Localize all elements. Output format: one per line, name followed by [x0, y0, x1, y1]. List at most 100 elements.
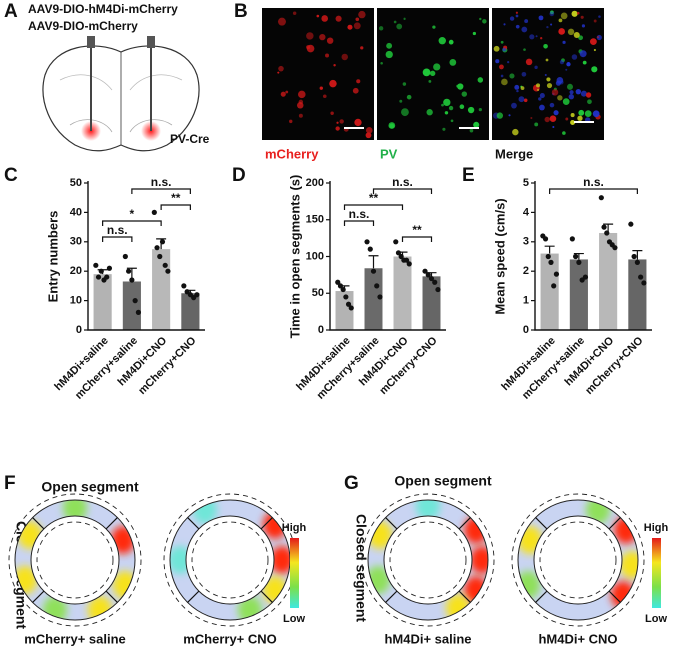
cell: [499, 64, 504, 70]
virus-label: AAV9-DIO-hM4Di-mCherry: [28, 2, 178, 16]
cell: [566, 62, 571, 67]
cell: [565, 68, 568, 71]
cell: [546, 77, 551, 82]
y-tick-label: 200: [306, 177, 324, 189]
cell: [277, 71, 280, 74]
data-point: [126, 268, 132, 274]
cell: [550, 23, 553, 26]
cell: [557, 95, 563, 101]
significance-bracket: [549, 188, 638, 194]
cell: [352, 87, 359, 94]
data-point: [340, 286, 346, 293]
cell: [534, 122, 539, 127]
cell: [335, 126, 340, 131]
significance-label: n.s.: [583, 175, 604, 189]
cell: [441, 103, 444, 107]
cell: [473, 121, 480, 128]
cell: [562, 98, 570, 105]
cell: [502, 47, 507, 52]
cell: [562, 131, 566, 135]
cell: [559, 80, 564, 85]
data-point: [157, 253, 163, 260]
cell: [386, 42, 393, 49]
arena-border: [361, 493, 495, 627]
cell: [341, 53, 348, 61]
image-caption: PV: [380, 146, 398, 161]
cell: [292, 11, 297, 16]
y-axis-title: Time in open segments (s): [287, 175, 302, 339]
cell: [580, 90, 587, 97]
data-point: [553, 271, 560, 277]
significance-label: n.s.: [349, 207, 370, 221]
significance-label: **: [369, 191, 379, 205]
bar: [599, 232, 618, 330]
arena-border: [511, 493, 645, 627]
cell: [329, 79, 337, 88]
data-point: [374, 283, 380, 289]
bar: [628, 259, 647, 330]
cell: [524, 19, 529, 24]
cell: [566, 83, 574, 90]
cell: [512, 128, 519, 136]
cell: [598, 15, 601, 18]
data-point: [432, 279, 438, 285]
segment-divider: [260, 517, 273, 530]
cell: [545, 58, 549, 62]
cell: [549, 102, 555, 108]
cell: [568, 94, 575, 100]
data-point: [576, 259, 582, 265]
segment-divider: [187, 590, 200, 603]
cell: [469, 128, 474, 133]
y-tick-label: 10: [70, 295, 82, 307]
data-point: [132, 298, 138, 304]
panel-label: F: [4, 473, 16, 494]
cell: [544, 116, 550, 123]
bar: [540, 253, 559, 330]
color-bar: [290, 538, 299, 608]
data-point: [628, 221, 634, 227]
cell: [335, 15, 342, 22]
data-point: [335, 279, 341, 285]
cell: [450, 119, 454, 123]
cell: [389, 123, 395, 129]
data-point: [395, 250, 402, 256]
segment-divider: [260, 590, 273, 603]
data-point: [154, 245, 160, 251]
cell: [511, 102, 517, 109]
cell: [591, 66, 598, 73]
significance-label: n.s.: [107, 223, 128, 237]
cell: [428, 79, 432, 83]
color-bar-low: Low: [645, 613, 667, 625]
cell: [285, 90, 289, 94]
cell: [538, 15, 544, 21]
map-caption: mCherry+ CNO: [183, 631, 277, 646]
ring-outline: [30, 515, 120, 605]
hotspot: [416, 500, 440, 520]
segment-divider: [187, 517, 200, 530]
significance-label: *: [130, 207, 135, 221]
significance-label: n.s.: [392, 175, 413, 189]
cell: [578, 109, 585, 116]
cell: [543, 43, 548, 49]
y-tick-label: 50: [70, 177, 82, 189]
cell: [577, 115, 583, 121]
cell: [322, 94, 327, 99]
significance-bracket: [372, 188, 433, 194]
data-point: [573, 253, 579, 260]
ring-outline: [367, 499, 489, 621]
segment-divider: [32, 517, 45, 530]
data-point: [370, 268, 377, 274]
map-caption: hM4Di+ CNO: [538, 631, 617, 646]
cell: [515, 11, 519, 14]
ring-outline: [383, 515, 473, 605]
cell: [523, 48, 526, 51]
cell: [365, 127, 373, 134]
bar: [93, 274, 112, 330]
data-point: [612, 245, 618, 251]
image-caption: mCherry: [265, 146, 319, 161]
cell: [443, 98, 451, 107]
arena-border: [539, 521, 617, 599]
cell: [549, 115, 557, 123]
data-point: [435, 286, 441, 293]
data-point: [151, 209, 157, 215]
